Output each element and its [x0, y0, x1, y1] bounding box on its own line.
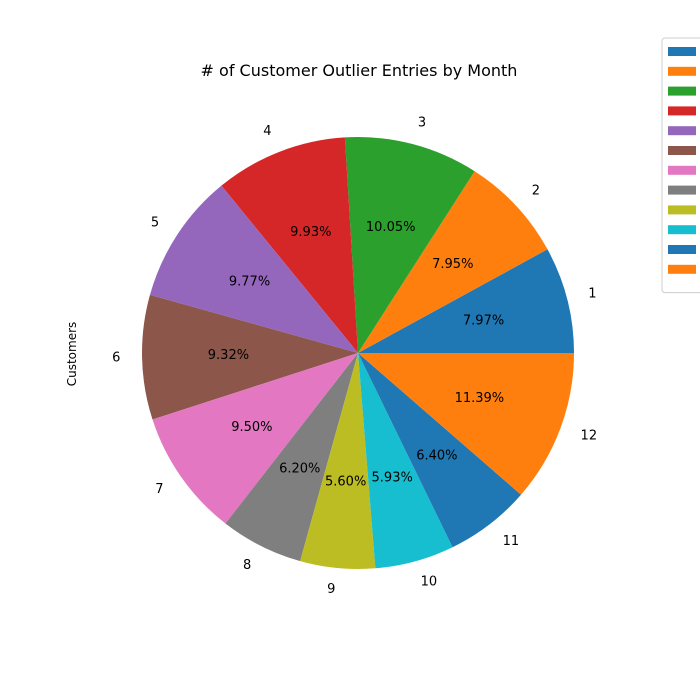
slice-label-10: 10	[421, 575, 438, 590]
pie-slice-7	[152, 353, 358, 524]
legend-swatch-1	[668, 47, 696, 56]
percent-label-1: 7.97%	[463, 313, 504, 328]
percent-label-7: 9.50%	[231, 420, 272, 435]
pie-slice-5	[149, 185, 358, 353]
legend	[661, 37, 700, 294]
pie-slices	[142, 136, 574, 569]
chart-title: # of Customer Outlier Entries by Month	[201, 61, 518, 80]
y-axis-label: Customers	[65, 322, 79, 387]
pie-slice-6	[142, 294, 358, 420]
slice-label-5: 5	[151, 215, 159, 230]
legend-swatch-11	[668, 245, 696, 254]
pie-slice-3	[344, 136, 475, 353]
legend-swatch-9	[668, 205, 696, 215]
legend-swatch-12	[668, 264, 696, 274]
percent-label-11: 6.40%	[416, 448, 457, 463]
pie-slice-2	[358, 171, 548, 353]
percent-label-8: 6.20%	[279, 461, 320, 476]
slice-label-12: 12	[581, 429, 598, 444]
percent-label-3: 10.05%	[366, 220, 416, 235]
percent-label-2: 7.95%	[432, 257, 473, 272]
legend-frame	[661, 37, 700, 294]
pie-slice-12	[358, 353, 574, 495]
percent-label-12: 11.39%	[455, 391, 505, 406]
percent-labels: 7.97% 7.95% 10.05% 9.93% 9.77% 9.32% 9.50% 6.20…	[208, 220, 504, 489]
percent-label-5: 9.77%	[229, 275, 270, 290]
pie-slice-9	[300, 353, 376, 569]
slice-label-1: 1	[588, 287, 596, 302]
percent-label-10: 5.93%	[372, 471, 413, 486]
slice-label-4: 4	[263, 124, 271, 139]
legend-swatch-10	[668, 225, 696, 235]
slice-label-3: 3	[418, 116, 426, 131]
pie-slice-4	[221, 137, 358, 353]
slice-label-11: 11	[503, 534, 520, 549]
slice-label-6: 6	[112, 350, 120, 365]
legend-swatch-5	[668, 126, 696, 136]
legend-swatch-8	[668, 185, 696, 195]
pie-slice-11	[358, 353, 522, 548]
pie-slice-10	[358, 353, 453, 569]
percent-label-9: 5.60%	[325, 475, 366, 490]
pie-slice-1	[358, 249, 574, 353]
slice-label-9: 9	[327, 582, 335, 597]
legend-swatch-6	[668, 146, 696, 155]
legend-swatch-3	[668, 86, 696, 96]
slice-label-8: 8	[243, 558, 251, 573]
legend-swatch-7	[668, 165, 696, 175]
legend-swatch-4	[668, 106, 696, 116]
legend-swatch-2	[668, 66, 696, 76]
percent-label-4: 9.93%	[290, 225, 331, 240]
slice-label-2: 2	[532, 183, 540, 198]
percent-label-6: 9.32%	[208, 348, 249, 363]
slice-label-7: 7	[155, 482, 163, 497]
pie-slice-8	[225, 353, 358, 562]
